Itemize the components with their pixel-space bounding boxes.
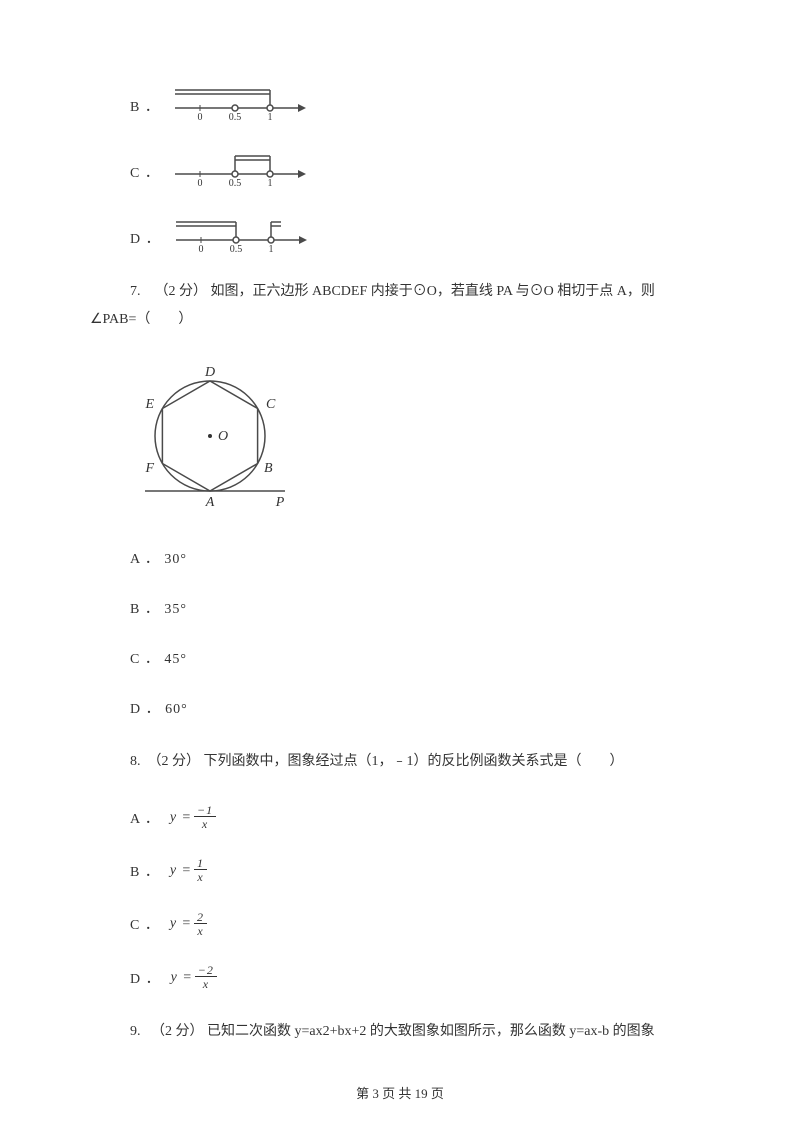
svg-text:C: C: [266, 397, 276, 412]
question-8: 8. （2 分） 下列函数中，图象经过点（1，﹣1）的反比例函数关系式是（ ）: [130, 748, 710, 776]
option-value: 60°: [165, 702, 188, 717]
q8-option-b: B ． y = 1 x: [130, 857, 710, 884]
formula: y = −2 x: [171, 964, 217, 991]
q8-option-a: A ． y = −1 x: [130, 804, 710, 831]
option-label: A ．: [130, 808, 160, 828]
svg-text:1: 1: [267, 112, 272, 120]
q7-option-d: D ． 60°: [130, 698, 710, 718]
question-9: 9. （2 分） 已知二次函数 y=ax2+bx+2 的大致图象如图所示，那么函…: [130, 1018, 710, 1046]
option-label: B ．: [130, 602, 160, 617]
option-value: 45°: [164, 652, 187, 667]
option-label: C ．: [130, 162, 160, 186]
option-value: 30°: [164, 552, 187, 567]
svg-text:0.5: 0.5: [229, 244, 242, 252]
number-line-c: 0 0.5 1: [170, 146, 310, 186]
svg-text:0.5: 0.5: [229, 178, 242, 186]
option-value: 35°: [164, 602, 187, 617]
question-7: 7. （2 分） 如图，正六边形 ABCDEF 内接于⊙O，若直线 PA 与⊙O…: [130, 278, 710, 334]
q6-option-d: D ． 0 0.5 1: [130, 212, 710, 252]
svg-text:E: E: [144, 397, 154, 412]
q6-option-b: B ． 0 0.5 1: [130, 80, 710, 120]
formula: y = −1 x: [170, 804, 216, 831]
svg-text:1: 1: [267, 178, 272, 186]
svg-text:P: P: [275, 495, 285, 510]
option-label: D ．: [130, 228, 161, 252]
q7-number: 7.: [130, 284, 141, 299]
option-label: C ．: [130, 914, 160, 934]
number-line-b: 0 0.5 1: [170, 80, 310, 120]
option-label: D ．: [130, 702, 161, 717]
q7-option-b: B ． 35°: [130, 598, 710, 618]
svg-text:0: 0: [197, 112, 202, 120]
svg-text:0.5: 0.5: [229, 112, 242, 120]
q7-text1: 如图，正六边形 ABCDEF 内接于⊙O，若直线 PA 与⊙O 相切于点 A，则: [211, 284, 655, 299]
svg-text:0: 0: [197, 178, 202, 186]
svg-text:A: A: [205, 495, 215, 510]
q9-text: 已知二次函数 y=ax2+bx+2 的大致图象如图所示，那么函数 y=ax-b …: [207, 1024, 655, 1039]
option-label: B ．: [130, 861, 160, 881]
q7-text2: ∠PAB=（ ）: [90, 312, 192, 327]
q8-number: 8.: [130, 754, 141, 769]
q6-option-c: C ． 0 0.5 1: [130, 146, 710, 186]
q8-option-c: C ． y = 2 x: [130, 911, 710, 938]
q7-option-a: A ． 30°: [130, 548, 710, 568]
svg-text:0: 0: [198, 244, 203, 252]
svg-text:D: D: [204, 365, 215, 380]
hexagon-figure: D C B A F E O P: [130, 354, 710, 524]
svg-text:O: O: [218, 429, 228, 444]
footer-text: 第 3 页 共 19 页: [356, 1086, 444, 1101]
svg-text:1: 1: [268, 244, 273, 252]
svg-text:F: F: [144, 461, 154, 476]
formula: y = 1 x: [170, 857, 207, 884]
q9-number: 9.: [130, 1024, 141, 1039]
option-label: A ．: [130, 552, 160, 567]
number-line-d: 0 0.5 1: [171, 212, 311, 252]
q8-text: 下列函数中，图象经过点（1，﹣1）的反比例函数关系式是（ ）: [204, 754, 624, 769]
formula: y = 2 x: [170, 911, 207, 938]
q7-points: （2 分）: [155, 284, 208, 299]
svg-text:B: B: [264, 461, 273, 476]
q7-option-c: C ． 45°: [130, 648, 710, 668]
option-label: D ．: [130, 968, 161, 988]
q9-points: （2 分）: [151, 1024, 204, 1039]
option-label: C ．: [130, 652, 160, 667]
option-label: B ．: [130, 96, 160, 120]
q8-option-d: D ． y = −2 x: [130, 964, 710, 991]
page-footer: 第 3 页 共 19 页: [0, 1083, 800, 1102]
q8-points: （2 分）: [148, 754, 201, 769]
